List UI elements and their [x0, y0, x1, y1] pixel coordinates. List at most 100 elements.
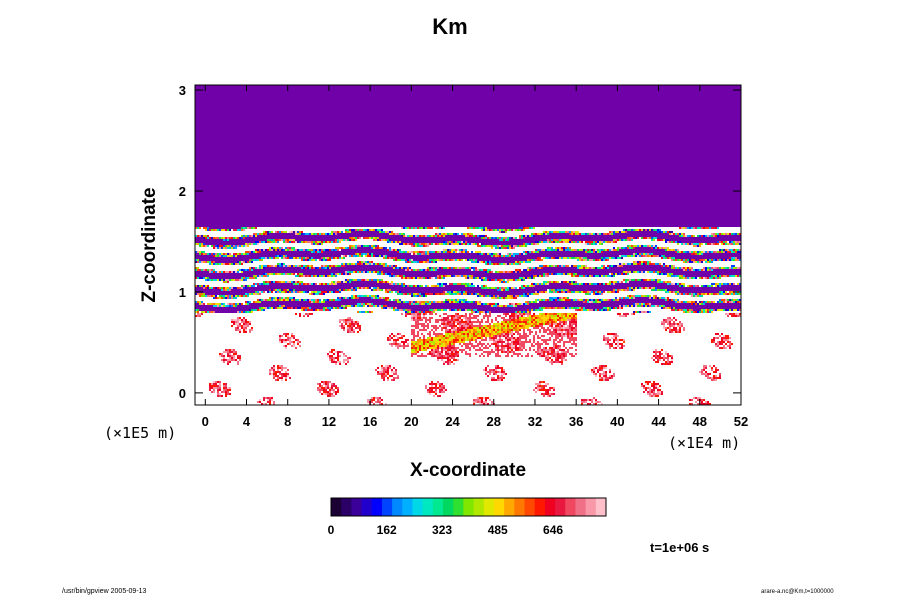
- heatmap-cell: [647, 105, 649, 107]
- heatmap-cell: [363, 99, 365, 101]
- heatmap-cell: [451, 95, 453, 97]
- heatmap-cell: [201, 105, 203, 107]
- heatmap-cell: [737, 91, 739, 93]
- heatmap-cell: [389, 105, 391, 107]
- heatmap-cell: [601, 105, 603, 107]
- heatmap-cell: [621, 97, 623, 99]
- heatmap-cell: [727, 97, 729, 99]
- heatmap-cell: [671, 97, 673, 99]
- heatmap-cell: [229, 101, 231, 103]
- heatmap-cell: [207, 107, 209, 109]
- heatmap-cell: [323, 95, 325, 97]
- heatmap-cell: [489, 91, 491, 93]
- heatmap-cell: [363, 95, 365, 97]
- heatmap-cell: [355, 101, 357, 103]
- heatmap-cell: [213, 89, 215, 91]
- heatmap-cell: [511, 91, 513, 93]
- heatmap-cell: [251, 87, 253, 89]
- heatmap-cell: [237, 89, 239, 91]
- heatmap-cell: [657, 103, 659, 105]
- heatmap-cell: [353, 99, 355, 101]
- heatmap-cell: [239, 99, 241, 101]
- heatmap-cell: [535, 95, 537, 97]
- heatmap-cell: [389, 95, 391, 97]
- heatmap-cell: [445, 101, 447, 103]
- heatmap-cell: [601, 87, 603, 89]
- heatmap-cell: [257, 95, 259, 97]
- heatmap-cell: [453, 93, 455, 95]
- heatmap-cell: [383, 93, 385, 95]
- heatmap-cell: [709, 103, 711, 105]
- heatmap-cell: [487, 105, 489, 107]
- heatmap-cell: [197, 93, 199, 95]
- heatmap-cell: [327, 91, 329, 93]
- heatmap-cell: [669, 89, 671, 91]
- heatmap-cell: [719, 87, 721, 89]
- heatmap-cell: [459, 99, 461, 101]
- heatmap-cell: [241, 87, 243, 89]
- heatmap-cell: [267, 97, 269, 99]
- heatmap-cell: [659, 105, 661, 107]
- heatmap-cell: [567, 101, 569, 103]
- heatmap-cell: [439, 103, 441, 105]
- heatmap-cell: [309, 93, 311, 95]
- heatmap-cell: [611, 103, 613, 105]
- heatmap-cell: [559, 93, 561, 95]
- heatmap-cell: [301, 89, 303, 91]
- heatmap-cell: [261, 93, 263, 95]
- heatmap-cell: [413, 105, 415, 107]
- heatmap-cell: [485, 101, 487, 103]
- heatmap-cell: [709, 101, 711, 103]
- heatmap-cell: [243, 105, 245, 107]
- heatmap-cell: [259, 99, 261, 101]
- heatmap-cell: [511, 89, 513, 91]
- heatmap-cell: [335, 103, 337, 105]
- heatmap-cell: [397, 97, 399, 99]
- heatmap-cell: [431, 91, 433, 93]
- heatmap-cell: [339, 107, 341, 109]
- heatmap-cell: [401, 87, 403, 89]
- heatmap-cell: [705, 89, 707, 91]
- heatmap-cell: [321, 105, 323, 107]
- heatmap-cell: [411, 105, 413, 107]
- heatmap-cell: [467, 103, 469, 105]
- heatmap-cell: [473, 105, 475, 107]
- heatmap-cell: [631, 89, 633, 91]
- heatmap-cell: [417, 93, 419, 95]
- heatmap-cell: [281, 99, 283, 101]
- heatmap-cell: [593, 95, 595, 97]
- heatmap-cell: [731, 95, 733, 97]
- heatmap-cell: [569, 103, 571, 105]
- heatmap-cell: [223, 103, 225, 105]
- heatmap-cell: [491, 103, 493, 105]
- heatmap-cell: [549, 95, 551, 97]
- heatmap-cell: [383, 101, 385, 103]
- heatmap-cell: [377, 97, 379, 99]
- heatmap-cell: [675, 93, 677, 95]
- heatmap-cell: [277, 93, 279, 95]
- heatmap-cell: [659, 91, 661, 93]
- heatmap-cell: [685, 101, 687, 103]
- heatmap-cell: [405, 89, 407, 91]
- heatmap-cell: [327, 95, 329, 97]
- heatmap-cell: [475, 105, 477, 107]
- heatmap-cell: [321, 93, 323, 95]
- heatmap-cell: [681, 105, 683, 107]
- heatmap-cell: [447, 93, 449, 95]
- heatmap-cell: [345, 87, 347, 89]
- heatmap-cell: [523, 89, 525, 91]
- heatmap-cell: [517, 95, 519, 97]
- heatmap-cell: [545, 101, 547, 103]
- heatmap-cell: [303, 91, 305, 93]
- heatmap-cell: [517, 97, 519, 99]
- heatmap-cell: [271, 95, 273, 97]
- heatmap-cell: [467, 101, 469, 103]
- heatmap-cell: [209, 105, 211, 107]
- heatmap-cell: [349, 101, 351, 103]
- heatmap-cell: [465, 95, 467, 97]
- heatmap-cell: [283, 93, 285, 95]
- heatmap-cell: [549, 103, 551, 105]
- heatmap-cell: [445, 105, 447, 107]
- heatmap-cell: [437, 101, 439, 103]
- heatmap-cell: [709, 89, 711, 91]
